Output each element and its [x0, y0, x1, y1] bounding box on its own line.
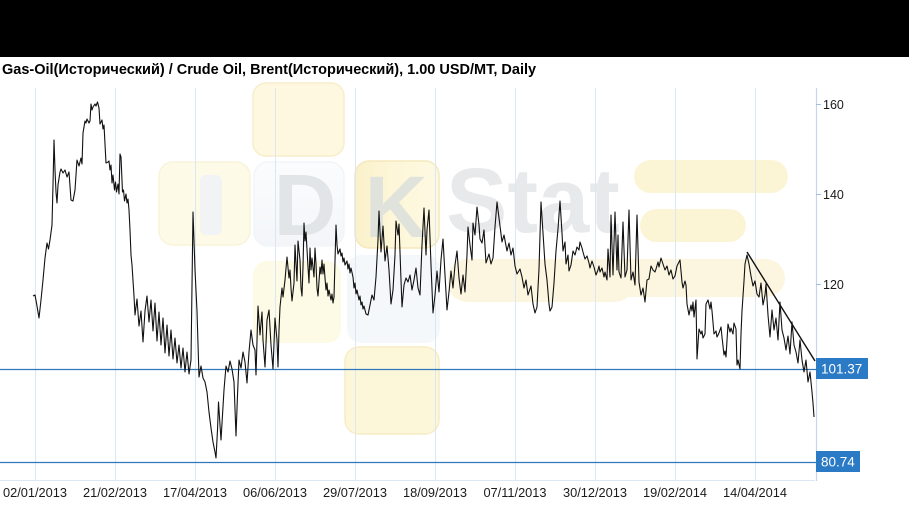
- svg-text:K: K: [365, 159, 428, 256]
- svg-text:80.74: 80.74: [821, 455, 855, 470]
- svg-text:17/04/2013: 17/04/2013: [163, 485, 227, 500]
- svg-text:18/09/2013: 18/09/2013: [403, 485, 467, 500]
- svg-text:02/01/2013: 02/01/2013: [3, 485, 67, 500]
- svg-text:160: 160: [823, 98, 844, 112]
- svg-text:07/11/2013: 07/11/2013: [483, 485, 546, 500]
- svg-text:Stat: Stat: [446, 150, 620, 252]
- svg-text:29/07/2013: 29/07/2013: [323, 485, 387, 500]
- svg-text:14/04/2014: 14/04/2014: [723, 485, 787, 500]
- svg-text:06/06/2013: 06/06/2013: [243, 485, 307, 500]
- svg-text:120: 120: [823, 278, 844, 292]
- svg-text:30/12/2013: 30/12/2013: [563, 485, 627, 500]
- svg-text:19/02/2014: 19/02/2014: [643, 485, 707, 500]
- svg-text:21/02/2013: 21/02/2013: [83, 485, 147, 500]
- svg-text:101.37: 101.37: [821, 362, 862, 377]
- svg-text:140: 140: [823, 188, 844, 202]
